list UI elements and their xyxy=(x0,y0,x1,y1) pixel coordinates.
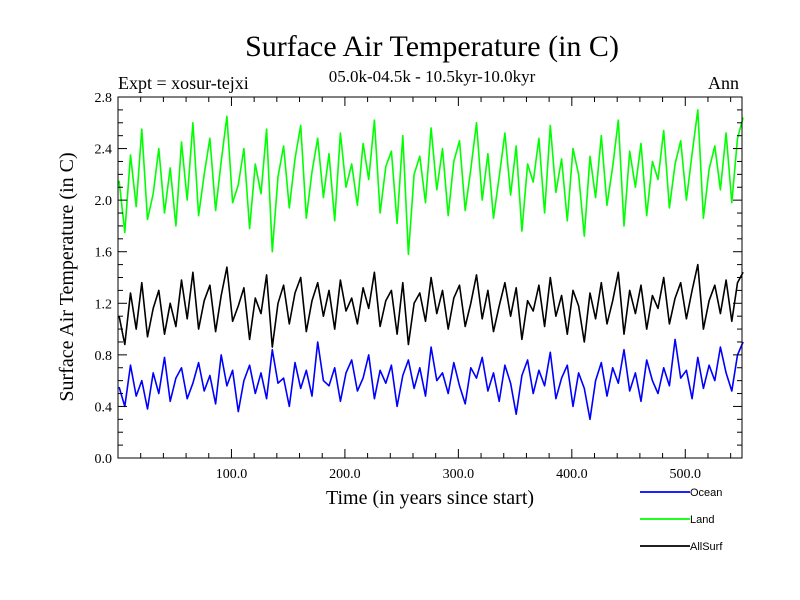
x-tick-label: 300.0 xyxy=(443,467,475,482)
chart-title: Surface Air Temperature (in C) xyxy=(245,30,619,63)
y-tick-label: 1.2 xyxy=(95,297,113,312)
y-tick-label: 1.6 xyxy=(95,246,113,261)
experiment-label: Expt = xosur-tejxi xyxy=(118,73,249,93)
series-line-allsurf xyxy=(118,263,744,348)
y-tick-label: 2.0 xyxy=(95,194,113,209)
y-axis-label: Surface Air Temperature (in C) xyxy=(56,152,78,401)
tick-label-layer: 100.0 200.0 300.0 400.0 500.0 0.0 0.4 0.8 1.2 1.6… xyxy=(95,91,702,482)
legend-label-allsurf: AllSurf xyxy=(690,541,723,553)
season-label: Ann xyxy=(708,73,739,93)
x-tick-label: 200.0 xyxy=(329,467,361,482)
x-tick-label: 500.0 xyxy=(670,467,702,482)
chart-subtitle: 05.0k-04.5k - 10.5kyr-10.0kyr xyxy=(329,67,536,86)
y-tick-label: 2.8 xyxy=(95,91,113,106)
x-tick-label: 400.0 xyxy=(556,467,588,482)
x-axis-label: Time (in years since start) xyxy=(326,487,534,509)
series-line-land xyxy=(118,109,744,256)
plot-frame xyxy=(117,96,743,459)
legend-label-land: Land xyxy=(690,514,714,526)
y-tick-label: 0.4 xyxy=(95,400,113,415)
y-tick-label: 2.4 xyxy=(95,143,113,158)
y-tick-label: 0.0 xyxy=(95,452,113,467)
x-tick-label: 100.0 xyxy=(216,467,248,482)
legend-label-ocean: Ocean xyxy=(690,487,722,499)
legend: Ocean Land AllSurf xyxy=(640,487,723,553)
y-tick-label: 0.8 xyxy=(95,349,113,364)
series-layer xyxy=(118,109,744,421)
axis-layer xyxy=(118,97,742,458)
series-line-ocean xyxy=(118,338,744,421)
